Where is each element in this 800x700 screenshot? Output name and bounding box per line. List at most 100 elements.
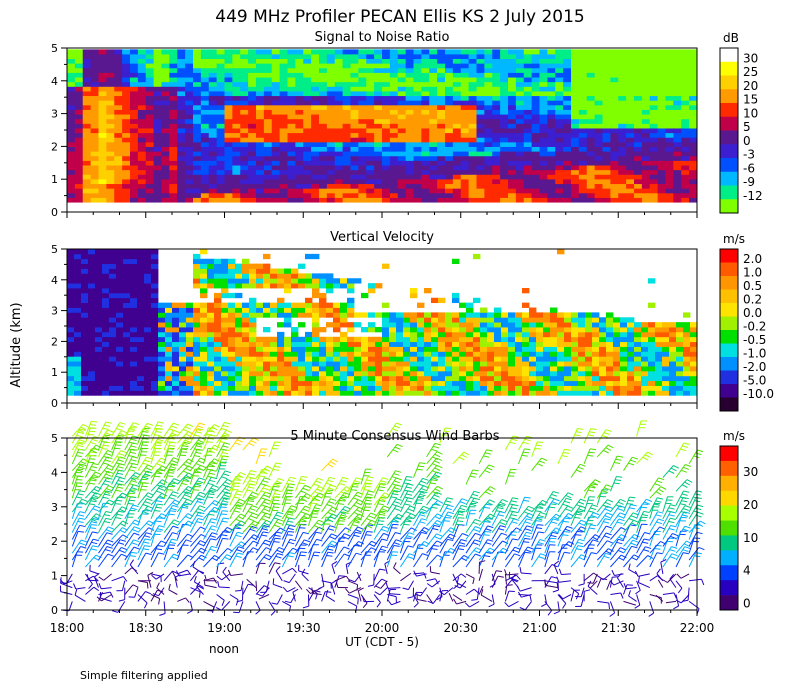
velocity-cell bbox=[438, 380, 446, 386]
snr-cell bbox=[67, 174, 76, 180]
wind-barb bbox=[84, 573, 93, 585]
velocity-cell bbox=[319, 390, 327, 396]
snr-cell bbox=[523, 63, 533, 69]
snr-cell bbox=[82, 179, 92, 185]
velocity-cell bbox=[67, 356, 75, 362]
velocity-cell bbox=[102, 317, 110, 323]
wind-barb-flag bbox=[91, 466, 98, 469]
snr-cell bbox=[673, 91, 682, 97]
snr-cell bbox=[492, 128, 501, 134]
snr-cell bbox=[263, 58, 273, 64]
snr-cell bbox=[114, 81, 123, 87]
snr-cell bbox=[429, 67, 438, 73]
velocity-cell bbox=[522, 385, 530, 391]
snr-cell bbox=[531, 118, 540, 124]
snr-cell bbox=[279, 123, 288, 129]
snr-cell bbox=[689, 77, 698, 83]
wind-barb bbox=[71, 498, 83, 513]
snr-cell bbox=[311, 100, 320, 106]
velocity-cell bbox=[375, 346, 383, 352]
wind-barb-flag bbox=[74, 589, 78, 596]
snr-cell bbox=[555, 169, 564, 175]
snr-cell bbox=[460, 137, 470, 143]
velocity-cell bbox=[333, 322, 341, 328]
velocity-cell bbox=[683, 375, 691, 382]
snr-cell bbox=[657, 49, 666, 55]
velocity-cell bbox=[256, 273, 264, 279]
snr-cell bbox=[555, 81, 564, 87]
snr-cell bbox=[578, 72, 588, 78]
wind-barb bbox=[71, 436, 82, 451]
snr-cell bbox=[271, 67, 281, 73]
velocity-cell bbox=[88, 249, 96, 255]
snr-cell bbox=[563, 137, 572, 143]
velocity-cell bbox=[193, 253, 201, 260]
snr-cell bbox=[177, 109, 186, 115]
velocity-cell bbox=[242, 351, 250, 357]
snr-cell bbox=[311, 49, 320, 55]
velocity-cell bbox=[277, 283, 285, 289]
snr-cell bbox=[563, 169, 572, 175]
velocity-cell bbox=[585, 375, 593, 382]
velocity-cell bbox=[438, 361, 446, 367]
velocity-cell bbox=[585, 351, 593, 357]
velocity-cell bbox=[319, 375, 327, 382]
velocity-cell bbox=[81, 385, 89, 391]
velocity-cell bbox=[564, 370, 572, 377]
wind-barb bbox=[98, 518, 107, 533]
velocity-cell bbox=[130, 351, 138, 357]
snr-cell bbox=[122, 81, 131, 87]
velocity-cell bbox=[67, 288, 75, 294]
velocity-cell bbox=[522, 351, 530, 357]
velocity-cell bbox=[340, 356, 348, 362]
velocity-cell bbox=[627, 390, 635, 396]
snr-cell bbox=[586, 160, 596, 166]
snr-cell bbox=[641, 174, 651, 180]
velocity-cell bbox=[67, 341, 75, 347]
snr-cell bbox=[610, 58, 619, 64]
velocity-cell bbox=[235, 278, 243, 284]
snr-cell bbox=[586, 174, 596, 180]
velocity-cell bbox=[382, 370, 390, 377]
snr-cell bbox=[484, 141, 493, 147]
velocity-cell bbox=[459, 302, 467, 308]
velocity-cell bbox=[81, 288, 89, 294]
velocity-cell bbox=[676, 370, 684, 377]
velocity-cell bbox=[151, 385, 159, 391]
snr-cell bbox=[161, 192, 170, 198]
velocity-cell bbox=[102, 361, 110, 367]
velocity-cell bbox=[116, 317, 124, 323]
snr-cell bbox=[610, 128, 619, 134]
velocity-cell bbox=[571, 331, 579, 338]
snr-cell bbox=[106, 72, 115, 78]
wind-barb bbox=[60, 582, 73, 589]
snr-cell bbox=[413, 192, 422, 198]
velocity-cell bbox=[536, 322, 544, 328]
snr-cell bbox=[358, 174, 367, 180]
snr-cell bbox=[224, 77, 233, 83]
wind-barb-flag bbox=[103, 490, 110, 495]
wind-barb-flag bbox=[77, 445, 84, 447]
snr-cell bbox=[342, 81, 351, 87]
wind-barb bbox=[68, 601, 73, 611]
snr-cell bbox=[90, 141, 99, 147]
snr-cell bbox=[366, 137, 375, 143]
snr-cell bbox=[641, 146, 651, 152]
snr-cell bbox=[673, 179, 682, 185]
velocity-cell bbox=[158, 307, 166, 313]
velocity-cell bbox=[214, 341, 222, 347]
velocity-cell bbox=[578, 312, 586, 318]
snr-cell bbox=[90, 192, 99, 198]
snr-cell bbox=[665, 100, 674, 106]
velocity-cell bbox=[102, 283, 110, 289]
snr-cell bbox=[98, 95, 107, 101]
snr-cell bbox=[350, 63, 359, 69]
snr-cell bbox=[500, 123, 509, 129]
snr-cell bbox=[185, 123, 194, 129]
snr-cell bbox=[366, 155, 375, 161]
snr-cell bbox=[232, 165, 241, 171]
velocity-cell bbox=[74, 370, 82, 377]
y-tick-label: 0 bbox=[51, 397, 58, 410]
velocity-cell bbox=[368, 327, 376, 333]
snr-cell bbox=[508, 132, 517, 138]
